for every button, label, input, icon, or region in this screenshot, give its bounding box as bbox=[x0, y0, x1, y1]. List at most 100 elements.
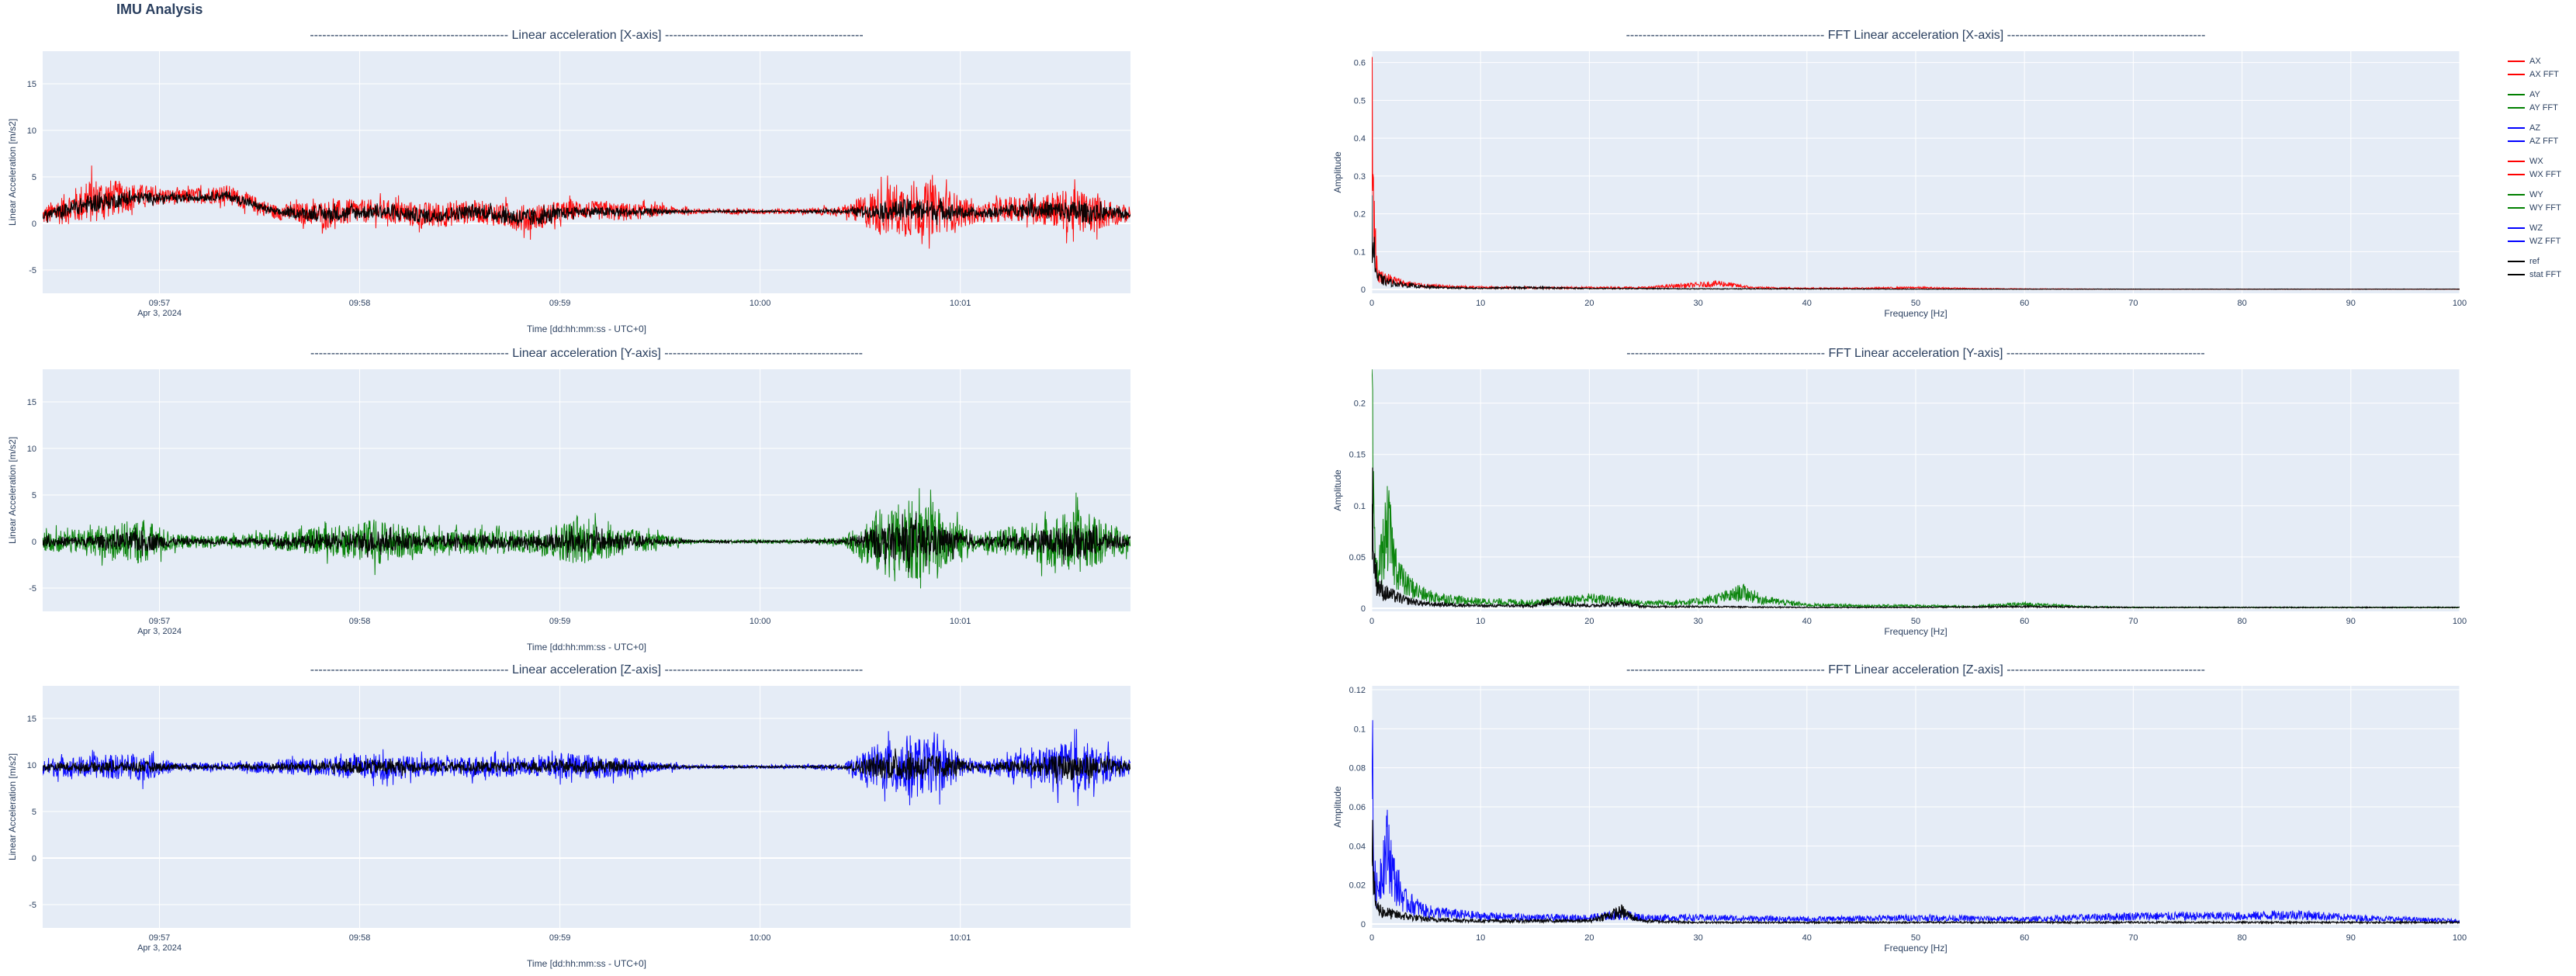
legend-item[interactable]: WZ FFT bbox=[2508, 234, 2570, 247]
series-line-stat-fft bbox=[1372, 467, 2460, 610]
legend-swatch bbox=[2508, 60, 2525, 62]
x-tick-label: 09:57 bbox=[149, 299, 171, 308]
legend-item[interactable]: AZ FFT bbox=[2508, 134, 2570, 147]
legend-item[interactable]: AZ bbox=[2508, 121, 2570, 134]
x-tick-label: 50 bbox=[1911, 299, 1920, 308]
x-tick-label: 80 bbox=[2237, 933, 2246, 943]
legend: AX AX FFT AY AY FFT AZ AZ FFT WX WX FFT WY WY FFT… bbox=[2508, 54, 2570, 281]
x-tick-label: 10:01 bbox=[950, 617, 971, 626]
x-tick-label: 10:00 bbox=[750, 933, 771, 943]
legend-item[interactable]: AX bbox=[2508, 54, 2570, 67]
legend-item[interactable]: WX bbox=[2508, 154, 2570, 168]
x-tick-label: 90 bbox=[2346, 617, 2356, 626]
x-tick-label: 10:01 bbox=[950, 933, 971, 943]
y-tick-label: 5 bbox=[32, 173, 36, 182]
y-tick-label: 15 bbox=[27, 398, 36, 407]
x-tick-label: 09:59 bbox=[549, 617, 571, 626]
legend-swatch bbox=[2508, 126, 2525, 129]
y-axis-label: Amplitude bbox=[1332, 786, 1343, 828]
legend-item[interactable]: ref bbox=[2508, 254, 2570, 268]
x-tick-label: 70 bbox=[2128, 933, 2138, 943]
legend-label: WY FFT bbox=[2529, 202, 2561, 213]
x-tick-label: 100 bbox=[2453, 299, 2467, 308]
x-tick-label: 10 bbox=[1476, 299, 1485, 308]
x-tick-label: 40 bbox=[1802, 617, 1812, 626]
legend-label: WX bbox=[2529, 156, 2543, 166]
legend-item[interactable]: WY FFT bbox=[2508, 201, 2570, 214]
y-tick-label: 10 bbox=[27, 445, 36, 454]
x-tick-label: 09:58 bbox=[349, 933, 371, 943]
x-tick-label: 09:58 bbox=[349, 299, 371, 308]
y-tick-label: 5 bbox=[32, 491, 36, 500]
y-tick-label: 0.2 bbox=[1354, 400, 1366, 409]
x-tick-sublabel: Apr 3, 2024 bbox=[137, 627, 182, 636]
x-tick-label: 100 bbox=[2453, 617, 2467, 626]
y-tick-label: 15 bbox=[27, 80, 36, 89]
legend-item[interactable]: AY FFT bbox=[2508, 101, 2570, 114]
x-axis-label: Time [dd:hh:mm:ss - UTC+0] bbox=[527, 642, 646, 652]
chart-title: ----------------------------------------… bbox=[1626, 29, 2206, 42]
x-tick-label: 10:01 bbox=[950, 299, 971, 308]
x-tick-label: 20 bbox=[1584, 933, 1594, 943]
y-tick-label: 10 bbox=[27, 761, 36, 770]
x-tick-label: 20 bbox=[1584, 299, 1594, 308]
x-tick-label: 60 bbox=[2020, 299, 2029, 308]
legend-swatch bbox=[2508, 140, 2525, 142]
x-tick-label: 09:59 bbox=[549, 299, 571, 308]
chart-title: ----------------------------------------… bbox=[1626, 347, 2204, 360]
plot-area bbox=[43, 369, 1130, 611]
series-line-ax bbox=[43, 165, 1130, 249]
x-tick-label: 90 bbox=[2346, 933, 2356, 943]
x-tick-label: 30 bbox=[1693, 299, 1702, 308]
plot-area bbox=[43, 686, 1130, 928]
plot-area bbox=[43, 51, 1130, 293]
legend-swatch bbox=[2508, 206, 2525, 209]
x-axis-label: Time [dd:hh:mm:ss - UTC+0] bbox=[527, 324, 646, 334]
series-line-ref bbox=[43, 512, 1130, 573]
x-tick-label: 50 bbox=[1911, 933, 1920, 943]
legend-swatch bbox=[2508, 273, 2525, 275]
legend-item[interactable]: stat FFT bbox=[2508, 268, 2570, 281]
y-tick-label: 0 bbox=[1361, 286, 1366, 295]
y-tick-label: 0 bbox=[32, 220, 36, 229]
legend-label: AY bbox=[2529, 89, 2540, 99]
y-tick-label: 0 bbox=[1361, 920, 1366, 929]
y-axis-label: Linear Acceleration [m/s2] bbox=[7, 437, 18, 544]
x-tick-label: 10 bbox=[1476, 617, 1485, 626]
chart-title: ----------------------------------------… bbox=[1626, 663, 2205, 677]
legend-item[interactable]: WZ bbox=[2508, 221, 2570, 234]
legend-item[interactable]: WY bbox=[2508, 188, 2570, 201]
x-tick-label: 20 bbox=[1584, 617, 1594, 626]
y-tick-label: 0 bbox=[32, 854, 36, 864]
y-tick-label: 0.1 bbox=[1354, 502, 1366, 511]
legend-label: AX FFT bbox=[2529, 69, 2559, 79]
legend-item[interactable]: AY bbox=[2508, 88, 2570, 101]
legend-item[interactable]: WX FFT bbox=[2508, 168, 2570, 181]
x-tick-label: 60 bbox=[2020, 933, 2029, 943]
chart-title: ----------------------------------------… bbox=[310, 663, 863, 677]
y-axis-label: Linear Acceleration [m/s2] bbox=[7, 119, 18, 226]
legend-swatch bbox=[2508, 260, 2525, 262]
x-tick-label: 10:00 bbox=[750, 617, 771, 626]
y-tick-label: 0.6 bbox=[1354, 59, 1366, 68]
x-tick-label: 0 bbox=[1369, 299, 1374, 308]
x-tick-label: 09:57 bbox=[149, 933, 171, 943]
x-tick-sublabel: Apr 3, 2024 bbox=[137, 309, 182, 318]
y-axis-label: Linear Acceleration [m/s2] bbox=[7, 753, 18, 860]
y-axis-label: Amplitude bbox=[1332, 469, 1343, 511]
y-tick-label: 0.02 bbox=[1349, 881, 1366, 891]
x-tick-label: 60 bbox=[2020, 617, 2029, 626]
chart-2: 0 0.1 0.2 0.3 0.4 0.5 0.6 0 10 20 30 40 50 60 70 80 90 10… bbox=[1332, 29, 2467, 319]
legend-swatch bbox=[2508, 106, 2525, 109]
x-tick-label: 50 bbox=[1911, 617, 1920, 626]
legend-item[interactable]: AX FFT bbox=[2508, 67, 2570, 81]
y-tick-label: 5 bbox=[32, 808, 36, 817]
legend-label: ref bbox=[2529, 256, 2540, 266]
x-tick-label: 70 bbox=[2128, 299, 2138, 308]
legend-swatch bbox=[2508, 173, 2525, 175]
x-tick-sublabel: Apr 3, 2024 bbox=[137, 943, 182, 953]
